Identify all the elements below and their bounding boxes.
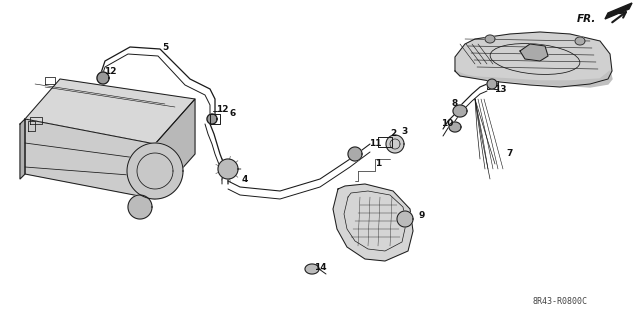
Polygon shape xyxy=(348,147,362,161)
Polygon shape xyxy=(487,79,497,89)
Polygon shape xyxy=(127,143,183,199)
Polygon shape xyxy=(207,114,217,124)
Text: 9: 9 xyxy=(419,211,425,220)
Text: 3: 3 xyxy=(402,127,408,136)
Text: 11: 11 xyxy=(369,139,381,149)
Polygon shape xyxy=(305,264,319,274)
Polygon shape xyxy=(575,37,585,45)
Polygon shape xyxy=(520,44,548,61)
Polygon shape xyxy=(128,195,152,219)
Text: 13: 13 xyxy=(493,85,506,93)
Text: 1: 1 xyxy=(375,160,381,168)
Polygon shape xyxy=(397,211,413,227)
Text: 6: 6 xyxy=(230,109,236,118)
Polygon shape xyxy=(605,3,632,19)
Text: 12: 12 xyxy=(104,66,116,76)
Text: 14: 14 xyxy=(314,263,326,271)
Polygon shape xyxy=(386,135,404,153)
Polygon shape xyxy=(449,122,461,132)
Text: 12: 12 xyxy=(216,105,228,114)
Polygon shape xyxy=(333,184,413,261)
Polygon shape xyxy=(218,159,238,179)
Text: FR.: FR. xyxy=(577,14,596,24)
Polygon shape xyxy=(455,71,612,87)
Polygon shape xyxy=(155,99,195,199)
Text: 4: 4 xyxy=(242,174,248,183)
Polygon shape xyxy=(20,119,25,179)
Polygon shape xyxy=(453,105,467,117)
Polygon shape xyxy=(97,72,109,84)
Polygon shape xyxy=(25,79,195,144)
Text: 8: 8 xyxy=(452,100,458,108)
Text: 7: 7 xyxy=(507,150,513,159)
Text: 2: 2 xyxy=(390,130,396,138)
Text: 8R43-R0800C: 8R43-R0800C xyxy=(532,296,588,306)
Polygon shape xyxy=(25,119,155,199)
Text: 5: 5 xyxy=(162,42,168,51)
Polygon shape xyxy=(455,32,612,87)
Text: 10: 10 xyxy=(441,120,453,129)
Polygon shape xyxy=(485,35,495,43)
